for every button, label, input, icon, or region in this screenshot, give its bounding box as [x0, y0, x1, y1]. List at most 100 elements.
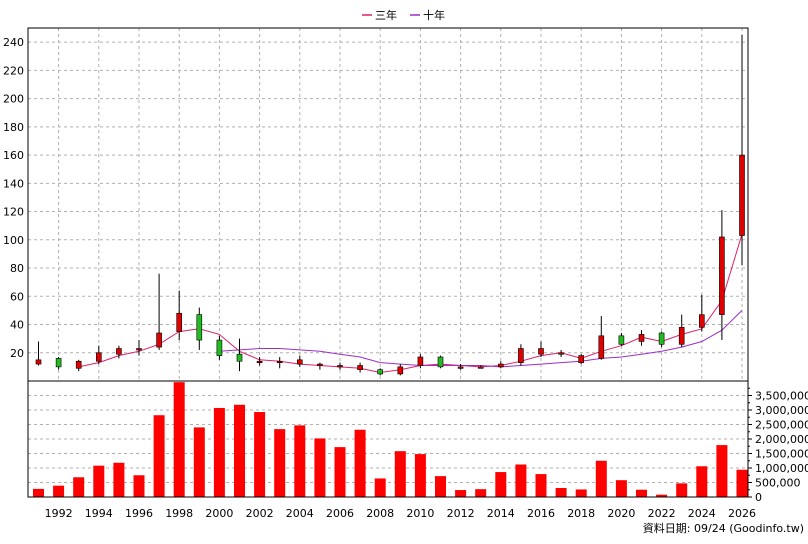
chart-border: [27, 27, 749, 498]
volume-bar: [515, 464, 527, 497]
candle-body: [317, 363, 323, 366]
price-y-tick-label: 180: [3, 121, 24, 134]
price-y-tick-label: 60: [10, 290, 24, 303]
volume-bar: [475, 489, 487, 497]
volume-bar: [314, 438, 326, 497]
price-y-tick-label: 220: [3, 64, 24, 77]
candle-body: [719, 236, 725, 315]
candle-body: [397, 366, 404, 375]
x-tick-label: 1998: [165, 507, 193, 520]
x-tick-label: 2012: [447, 507, 475, 520]
moving-average-line: [78, 234, 743, 374]
price-y-tick-label: 240: [3, 36, 24, 49]
price-y-tick-label: 20: [10, 347, 24, 360]
candle-body: [256, 360, 263, 364]
candle-body: [658, 332, 665, 345]
candle-body: [236, 353, 243, 362]
candle-body: [457, 366, 464, 369]
volume-bar: [414, 454, 426, 497]
candle-body: [176, 312, 182, 332]
volume-y-tick-label: 3,500,000: [755, 390, 808, 403]
volume-bar: [736, 469, 748, 497]
volume-y-tick-label: 500,000: [755, 477, 801, 490]
price-frame: [27, 27, 749, 382]
legend-label: 十年: [423, 8, 445, 22]
candle-body: [377, 369, 384, 375]
volume-y-tick-label: 0: [755, 491, 762, 504]
volume-bar: [53, 485, 65, 497]
volume-bar: [33, 488, 44, 497]
candle-body: [75, 360, 82, 369]
volume-bar: [73, 477, 85, 497]
candle-body: [116, 348, 122, 355]
candle-body: [518, 348, 524, 363]
price-y-tick-label: 120: [3, 206, 24, 219]
x-tick-label: 2002: [246, 507, 274, 520]
volume-y-tick-label: 2,000,000: [755, 433, 808, 446]
volume-bar: [435, 476, 446, 497]
volume-bar: [254, 412, 266, 497]
candle-body: [96, 352, 102, 362]
volume-bar: [615, 480, 627, 497]
legend-label: 三年: [375, 8, 397, 22]
price-y-tick-label: 100: [3, 234, 24, 247]
price-y-tick-label: 200: [3, 93, 24, 106]
candle-body: [698, 314, 705, 328]
candle-body: [739, 154, 745, 236]
footer-source-text: 資料日期: 09/24 (Goodinfo.tw): [643, 521, 804, 535]
volume-bar: [656, 494, 668, 497]
price-y-tick-label: 80: [10, 262, 24, 275]
volume-bar: [636, 489, 647, 497]
volume-bar: [274, 429, 286, 497]
candle-body: [437, 356, 444, 368]
candle-body: [417, 356, 424, 366]
volume-bar: [676, 483, 688, 497]
candle-body: [618, 335, 625, 345]
volume-bar: [696, 466, 708, 497]
candle-body: [497, 363, 504, 368]
price-y-tick-label: 40: [10, 319, 24, 332]
price-panel: 20 40 60 80 100 120 140 160 180 200 220 240: [3, 27, 749, 497]
candle-body: [558, 352, 564, 355]
candle-body: [296, 359, 303, 365]
volume-bar: [113, 462, 125, 497]
volume-bar: [595, 460, 607, 497]
volume-bar: [193, 427, 205, 497]
candle-body: [578, 355, 585, 363]
candle-body: [35, 359, 42, 365]
x-tick-label: 2026: [728, 507, 756, 520]
volume-y-tick-label: 1,000,000: [755, 462, 808, 475]
x-tick-label: 1996: [125, 507, 153, 520]
x-tick-label: 2004: [286, 507, 314, 520]
volume-bar: [93, 465, 105, 497]
volume-bar: [575, 489, 587, 497]
volume-bar: [153, 415, 165, 497]
x-tick-label: 2000: [205, 507, 233, 520]
chart-legend: 三年 十年: [362, 8, 445, 22]
volume-y-tick-label: 1,500,000: [755, 448, 808, 461]
volume-bar: [394, 451, 406, 497]
x-tick-label: 2022: [648, 507, 676, 520]
volume-bar: [334, 447, 346, 497]
candle-body: [638, 334, 645, 342]
x-tick-label: 2008: [366, 507, 394, 520]
price-y-tick-label: 160: [3, 149, 24, 162]
volume-bar: [535, 474, 547, 497]
volume-bar: [354, 429, 366, 497]
candle-body: [598, 335, 605, 359]
candle-body: [337, 365, 343, 368]
price-y-tick-label: 140: [3, 177, 24, 190]
volume-y-tick-label: 2,500,000: [755, 419, 808, 432]
volume-y-tick-label: 3,000,000: [755, 404, 808, 417]
candle-body: [196, 314, 203, 341]
volume-bar: [495, 472, 507, 497]
x-tick-label: 2016: [527, 507, 555, 520]
x-tick-label: 2014: [487, 507, 515, 520]
x-tick-label: 2006: [326, 507, 354, 520]
x-tick-label: 1992: [45, 507, 73, 520]
volume-bar: [716, 445, 728, 497]
candle-body: [136, 348, 142, 351]
x-tick-label: 2024: [688, 507, 716, 520]
volume-bar: [173, 382, 185, 497]
